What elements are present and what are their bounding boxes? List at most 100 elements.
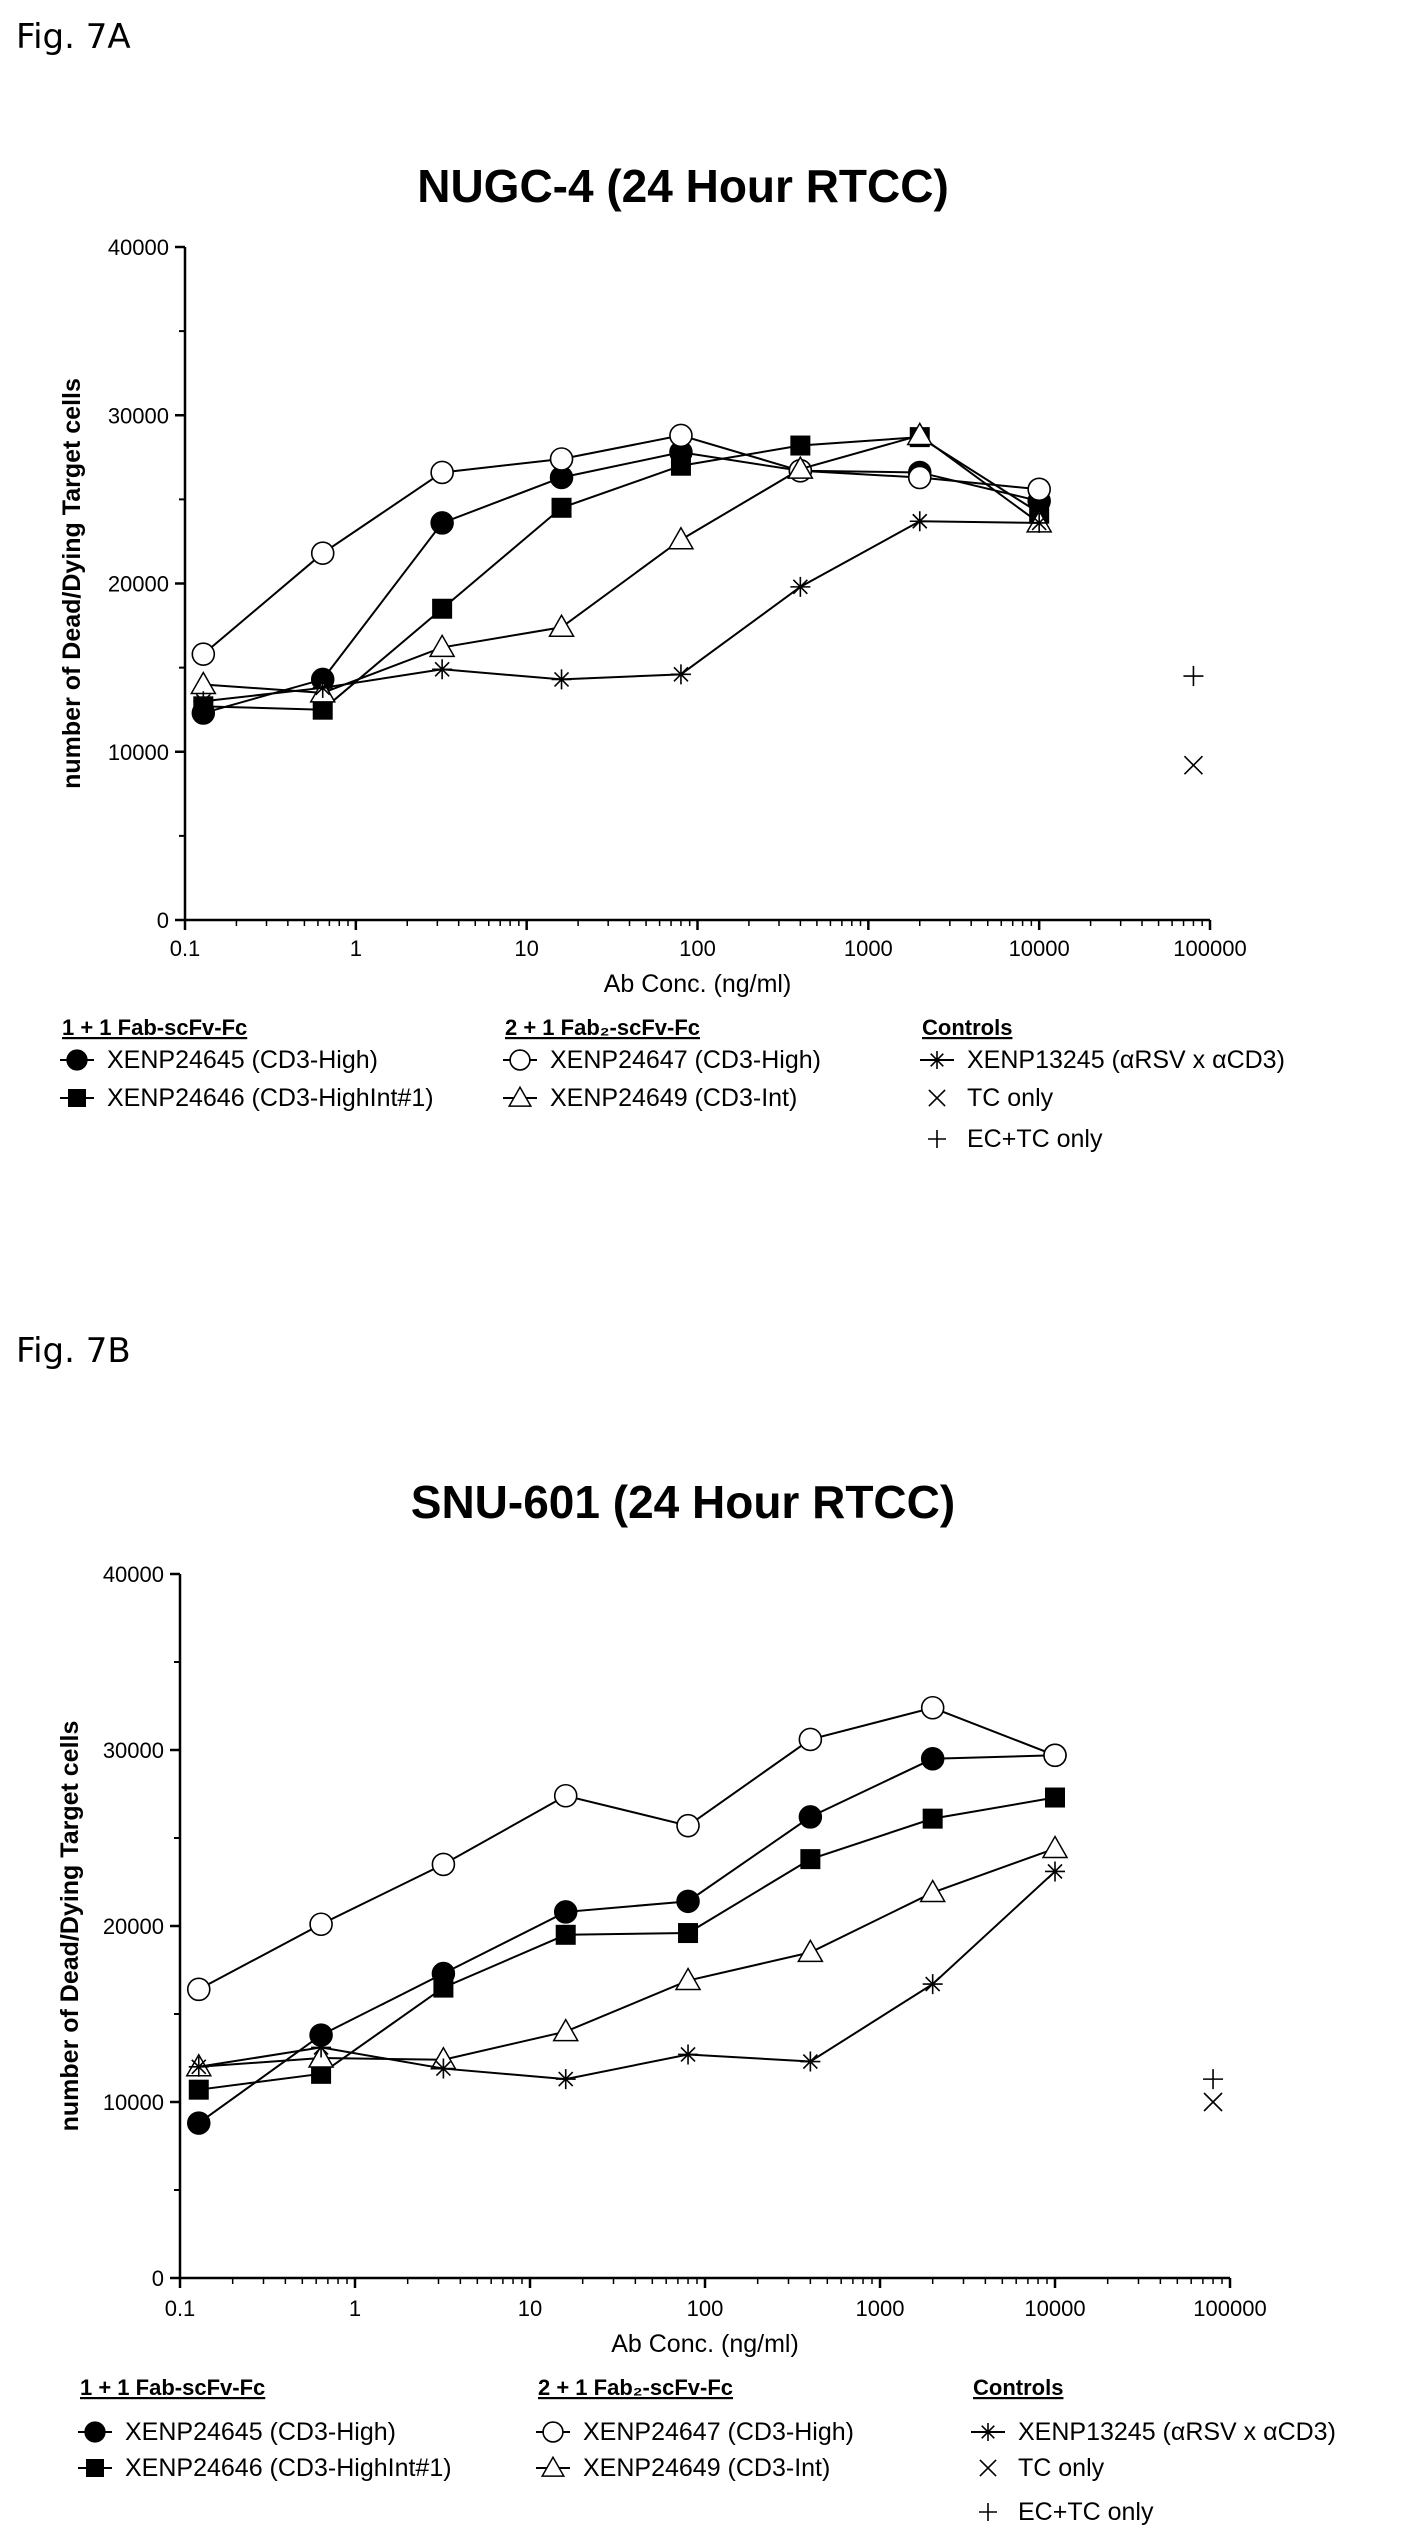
series-2 [188, 1787, 1065, 2100]
legend-group-header: 2 + 1 Fab₂-scFv-Fc [538, 2375, 733, 2400]
legend-marker [509, 1049, 531, 1071]
y-tick-label: 10000 [103, 2090, 164, 2115]
data-point [790, 576, 811, 597]
data-point [1183, 666, 1204, 687]
legend-label: XENP13245 (αRSV x αCD3) [1018, 2418, 1336, 2446]
x-tick-label: 10 [514, 936, 538, 961]
data-point [920, 1747, 945, 1771]
legend-label: EC+TC only [967, 1125, 1103, 1153]
legend-item: XENP24649 (CD3-Int) [503, 1084, 797, 1112]
legend-marker [979, 2423, 997, 2441]
legend-marker [928, 1130, 946, 1148]
y-axis-label: number of Dead/Dying Target cells [56, 1721, 84, 2132]
legend-label: TC only [1018, 2454, 1105, 2482]
data-point [787, 455, 814, 479]
data-point [186, 1977, 211, 2002]
data-point [667, 526, 695, 550]
data-point [920, 1695, 945, 1720]
series-line [198, 1706, 1056, 1991]
legend-label: TC only [967, 1084, 1054, 1112]
x-tick-label: 0.1 [170, 936, 201, 961]
legend-marker [68, 1089, 86, 1107]
x-tick-label: 1 [350, 936, 362, 961]
legend: 1 + 1 Fab-scFv-Fc 2 + 1 Fab₂-scFv-Fc Contr… [60, 1015, 1285, 1153]
data-point [433, 1977, 454, 1998]
data-point [669, 423, 693, 448]
y-tick-label: 40000 [108, 235, 169, 260]
data-point [790, 435, 811, 456]
data-point [309, 1912, 333, 1937]
legend-item: TC only [979, 2454, 1105, 2482]
data-point [432, 659, 453, 680]
x-axis-label: Ab Conc. (ng/ml) [604, 970, 792, 998]
data-point [430, 460, 454, 485]
y-tick-label: 20000 [103, 1914, 164, 1939]
legend-item: XENP24645 (CD3-High) [78, 2418, 396, 2446]
series-line [202, 434, 1040, 655]
data-point [922, 1808, 943, 1829]
legend-label: XENP13245 (αRSV x αCD3) [967, 1046, 1285, 1074]
series-3 [191, 423, 1051, 666]
data-point [906, 421, 934, 446]
x-tick-label: 10000 [1024, 2296, 1085, 2321]
data-point [1029, 512, 1050, 533]
x-tick-label: 1 [349, 2296, 361, 2321]
data-point [670, 664, 691, 685]
data-point [907, 465, 932, 490]
chart-title: NUGC-4 (24 Hour RTCC) [417, 160, 949, 212]
data-point [551, 669, 572, 690]
legend-group-header: 1 + 1 Fab-scFv-Fc [62, 1015, 247, 1040]
data-point [553, 1783, 578, 1808]
legend-marker [540, 2455, 566, 2477]
legend-marker [928, 1051, 946, 1069]
data-point [922, 1974, 943, 1995]
y-tick-label: 30000 [108, 403, 169, 428]
series-6 [1203, 2092, 1223, 2112]
legend-label: EC+TC only [1018, 2498, 1154, 2526]
series-5 [188, 1861, 1065, 2090]
data-point [188, 2079, 209, 2100]
legend-label: XENP24649 (CD3-Int) [550, 1084, 797, 1112]
figure-label: Fig. 7B [16, 1331, 131, 1371]
data-point [555, 2069, 576, 2090]
data-point [670, 455, 691, 476]
x-tick-label: 100000 [1193, 2296, 1266, 2321]
legend-item: XENP24646 (CD3-HighInt#1) [78, 2454, 452, 2482]
data-point [548, 613, 575, 637]
legend-label: XENP24647 (CD3-High) [583, 2418, 854, 2446]
data-point [431, 1852, 456, 1877]
y-tick-label: 0 [152, 2266, 164, 2291]
legend-group-header: 2 + 1 Fab₂-scFv-Fc [505, 1015, 700, 1040]
legend-label: XENP24645 (CD3-High) [125, 2418, 396, 2446]
legend-item: XENP24647 (CD3-High) [536, 2418, 854, 2446]
data-point [674, 1967, 702, 1991]
y-axis-label: number of Dead/Dying Target cells [58, 378, 86, 789]
data-point [432, 598, 453, 619]
data-point [555, 1924, 576, 1945]
series-3 [186, 1695, 1067, 2002]
data-point [553, 1900, 578, 1924]
data-point [433, 2058, 454, 2079]
x-tick-label: 10 [518, 2296, 542, 2321]
figure-label: Fig. 7A [16, 17, 131, 57]
data-point [187, 2111, 211, 2135]
data-point [798, 1805, 823, 1829]
x-tick-label: 10000 [1009, 936, 1070, 961]
series-line [198, 1847, 1056, 2068]
legend-label: XENP24647 (CD3-High) [550, 1046, 821, 1074]
legend-marker [66, 1049, 88, 1071]
chart-2: Fig. 7B SNU-601 (24 Hour RTCC) 0 10000 20000… [16, 1331, 1336, 2526]
legend-marker [507, 1085, 533, 1107]
series-line [203, 451, 1040, 715]
y-tick-label: 0 [157, 908, 169, 933]
data-point [797, 1938, 824, 1963]
data-point [1203, 2069, 1224, 2090]
data-point [312, 677, 333, 698]
data-point [1183, 755, 1204, 775]
data-point [430, 511, 454, 535]
x-tick-label: 100 [687, 2296, 724, 2321]
series-line [198, 1870, 1056, 2081]
data-point [191, 642, 216, 666]
legend-marker [542, 2421, 564, 2443]
